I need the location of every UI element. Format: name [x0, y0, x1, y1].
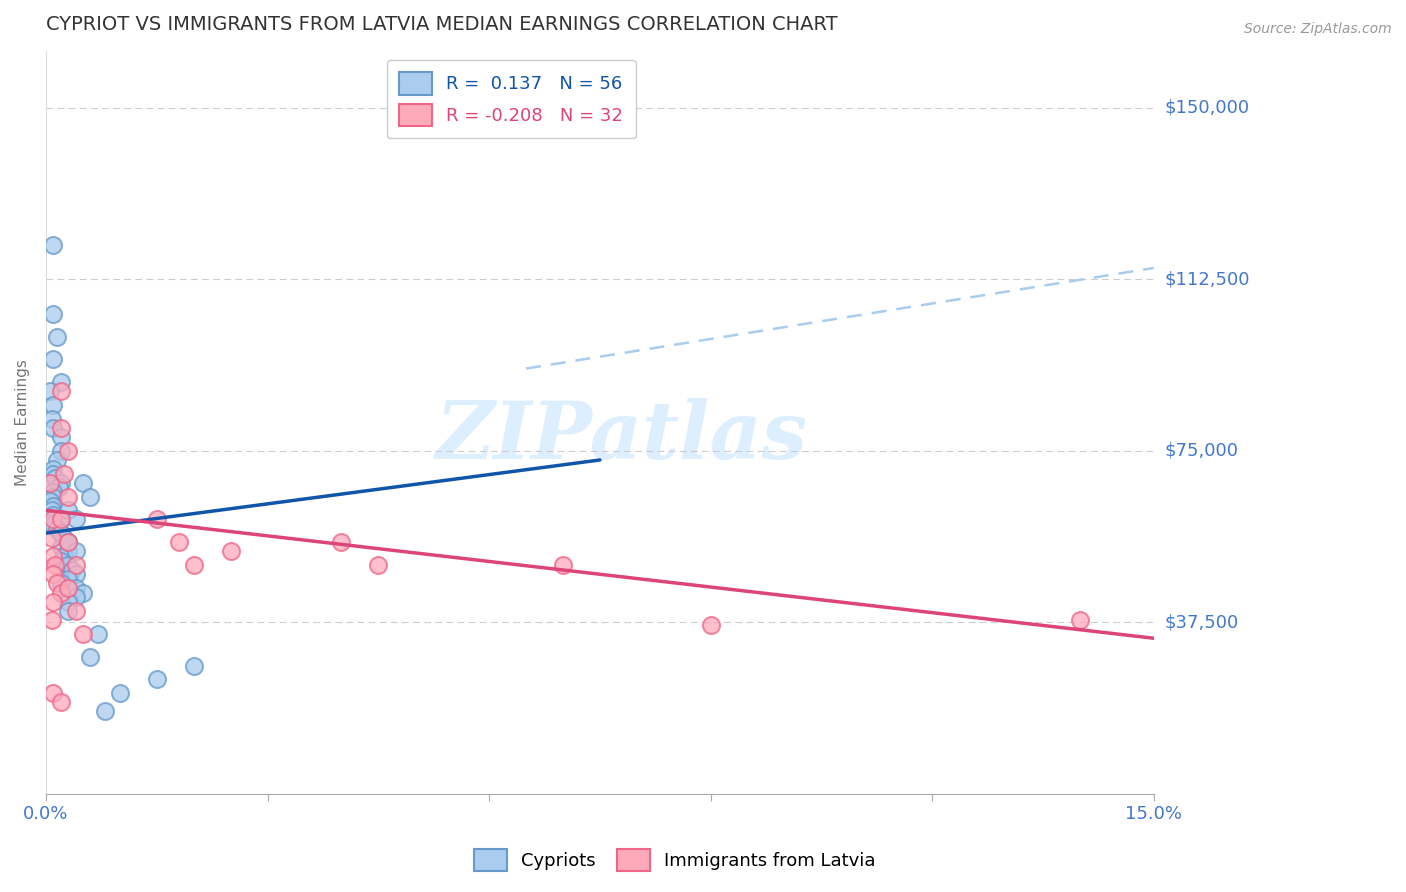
Point: [42, 462, 65, 476]
Point: [49, 576, 72, 591]
Point: [49, 443, 72, 458]
Point: [42, 499, 65, 513]
Y-axis label: Median Earnings: Median Earnings: [15, 359, 30, 485]
Point: [49, 475, 72, 490]
Point: [42, 352, 65, 367]
Point: [65, 604, 87, 618]
Point: [46, 329, 69, 343]
Text: ZIPatlas: ZIPatlas: [436, 399, 808, 475]
Point: [49, 430, 72, 444]
Point: [42, 595, 65, 609]
Point: [56, 535, 79, 549]
Point: [42, 567, 65, 582]
Point: [94, 705, 117, 719]
Point: [60, 563, 83, 577]
Point: [108, 686, 131, 700]
Point: [65, 567, 87, 582]
Point: [38, 494, 60, 508]
Text: $75,000: $75,000: [1166, 442, 1239, 459]
Point: [65, 544, 87, 558]
Point: [56, 490, 79, 504]
Point: [42, 686, 65, 700]
Point: [42, 467, 65, 481]
Point: [42, 512, 65, 526]
Point: [49, 695, 72, 709]
Point: [86, 626, 108, 640]
Point: [79, 490, 101, 504]
Point: [44, 471, 66, 485]
Point: [65, 558, 87, 573]
Point: [53, 549, 76, 563]
Point: [49, 512, 72, 526]
Point: [41, 503, 63, 517]
Point: [219, 544, 242, 558]
Point: [65, 590, 87, 604]
Point: [48, 480, 70, 494]
Point: [56, 544, 79, 558]
Point: [56, 535, 79, 549]
Point: [42, 549, 65, 563]
Point: [41, 531, 63, 545]
Point: [38, 384, 60, 399]
Point: [72, 626, 94, 640]
Point: [42, 398, 65, 412]
Point: [56, 535, 79, 549]
Legend: Cypriots, Immigrants from Latvia: Cypriots, Immigrants from Latvia: [467, 842, 883, 879]
Point: [42, 508, 65, 522]
Text: CYPRIOT VS IMMIGRANTS FROM LATVIA MEDIAN EARNINGS CORRELATION CHART: CYPRIOT VS IMMIGRANTS FROM LATVIA MEDIAN…: [46, 15, 838, 34]
Point: [79, 649, 101, 664]
Point: [72, 475, 94, 490]
Point: [145, 512, 167, 526]
Text: $37,500: $37,500: [1166, 613, 1239, 632]
Point: [56, 595, 79, 609]
Text: Source: ZipAtlas.com: Source: ZipAtlas.com: [1244, 22, 1392, 37]
Point: [53, 531, 76, 545]
Point: [41, 412, 63, 426]
Point: [72, 585, 94, 599]
Point: [42, 307, 65, 321]
Point: [49, 421, 72, 435]
Point: [38, 475, 60, 490]
Text: $150,000: $150,000: [1166, 99, 1250, 117]
Point: [49, 376, 72, 390]
Point: [49, 512, 72, 526]
Point: [44, 558, 66, 573]
Point: [42, 516, 65, 531]
Point: [145, 673, 167, 687]
Point: [42, 238, 65, 252]
Point: [65, 512, 87, 526]
Point: [183, 658, 205, 673]
Point: [49, 553, 72, 567]
Point: [56, 558, 79, 573]
Point: [551, 558, 574, 573]
Point: [49, 540, 72, 554]
Point: [56, 604, 79, 618]
Point: [367, 558, 389, 573]
Legend: R =  0.137   N = 56, R = -0.208   N = 32: R = 0.137 N = 56, R = -0.208 N = 32: [387, 60, 636, 138]
Point: [56, 443, 79, 458]
Point: [49, 585, 72, 599]
Point: [56, 581, 79, 595]
Point: [56, 503, 79, 517]
Point: [65, 581, 87, 595]
Point: [49, 384, 72, 399]
Point: [42, 490, 65, 504]
Point: [42, 421, 65, 435]
Point: [56, 572, 79, 586]
Point: [49, 526, 72, 541]
Point: [330, 535, 353, 549]
Text: $112,500: $112,500: [1166, 270, 1250, 288]
Point: [699, 617, 721, 632]
Point: [183, 558, 205, 573]
Point: [41, 613, 63, 627]
Point: [46, 453, 69, 467]
Point: [49, 526, 72, 541]
Point: [53, 467, 76, 481]
Point: [42, 485, 65, 500]
Point: [46, 576, 69, 591]
Point: [1069, 613, 1091, 627]
Point: [167, 535, 190, 549]
Point: [46, 522, 69, 536]
